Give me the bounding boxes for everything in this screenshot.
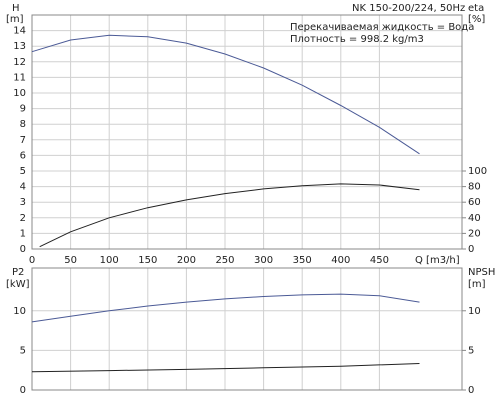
y2-tick-label: 20: [468, 228, 481, 239]
y-tick-label: 12: [13, 57, 26, 68]
y-tick-label: 0: [20, 385, 26, 396]
y-tick-label: 8: [20, 119, 26, 130]
y2-tick-label: 40: [468, 213, 481, 224]
y-tick-label: 10: [13, 88, 26, 99]
y-tick-label: 14: [13, 26, 26, 37]
y-tick-label: 9: [20, 104, 26, 115]
annotation: Плотность = 998.2 kg/m3: [290, 34, 424, 45]
curve: [31, 34, 420, 155]
plot-frame: [31, 14, 463, 250]
y-tick-label: 10: [13, 306, 26, 317]
y-tick-label: 4: [20, 182, 26, 193]
y-tick-label: 11: [13, 72, 26, 83]
y-tick-label: 0: [20, 244, 26, 255]
y-axis-unit: [kW]: [6, 279, 30, 290]
x-tick-label: 350: [293, 255, 312, 266]
y-tick-label: 6: [20, 150, 26, 161]
y-axis-unit: [m]: [6, 14, 24, 25]
y-tick-label: 1: [20, 228, 26, 239]
y-tick-label: 3: [20, 197, 26, 208]
curve: [39, 183, 420, 248]
y-tick-label: 2: [20, 213, 26, 224]
annotation: Перекачиваемая жидкость = Вода: [290, 22, 474, 33]
x-tick-label: 400: [331, 255, 350, 266]
y2-axis-label: NPSH: [468, 267, 495, 278]
y2-tick-label: 80: [468, 182, 481, 193]
y-axis-label: H: [12, 3, 20, 14]
x-tick-label: 450: [370, 255, 389, 266]
y-tick-label: 5: [20, 166, 26, 177]
y-tick-label: 7: [20, 135, 26, 146]
x-tick-label: 50: [64, 255, 77, 266]
y2-tick-label: 100: [468, 166, 487, 177]
y2-tick-label: 0: [468, 244, 474, 255]
y2-axis-unit: [%]: [468, 14, 485, 25]
y2-axis-label: eta: [468, 3, 484, 14]
y2-tick-label: 60: [468, 197, 481, 208]
x-axis-label: Q [m3/h]: [415, 255, 460, 266]
x-tick-label: 150: [138, 255, 157, 266]
chart-title: NK 150-200/224, 50Hz: [352, 3, 465, 14]
y2-tick-label: 0: [468, 385, 474, 396]
curve: [31, 293, 420, 323]
x-tick-label: 200: [177, 255, 196, 266]
x-tick-label: 0: [29, 255, 35, 266]
curve: [31, 363, 420, 373]
y2-axis-unit: [m]: [468, 279, 486, 290]
x-tick-label: 300: [254, 255, 273, 266]
y2-tick-label: 5: [468, 345, 474, 356]
y-tick-label: 13: [13, 41, 26, 52]
y2-tick-label: 10: [468, 306, 481, 317]
plot-frame: [31, 267, 463, 391]
x-tick-label: 250: [215, 255, 234, 266]
y-tick-label: 5: [20, 345, 26, 356]
y-axis-label: P2: [12, 267, 24, 278]
x-tick-label: 100: [100, 255, 119, 266]
